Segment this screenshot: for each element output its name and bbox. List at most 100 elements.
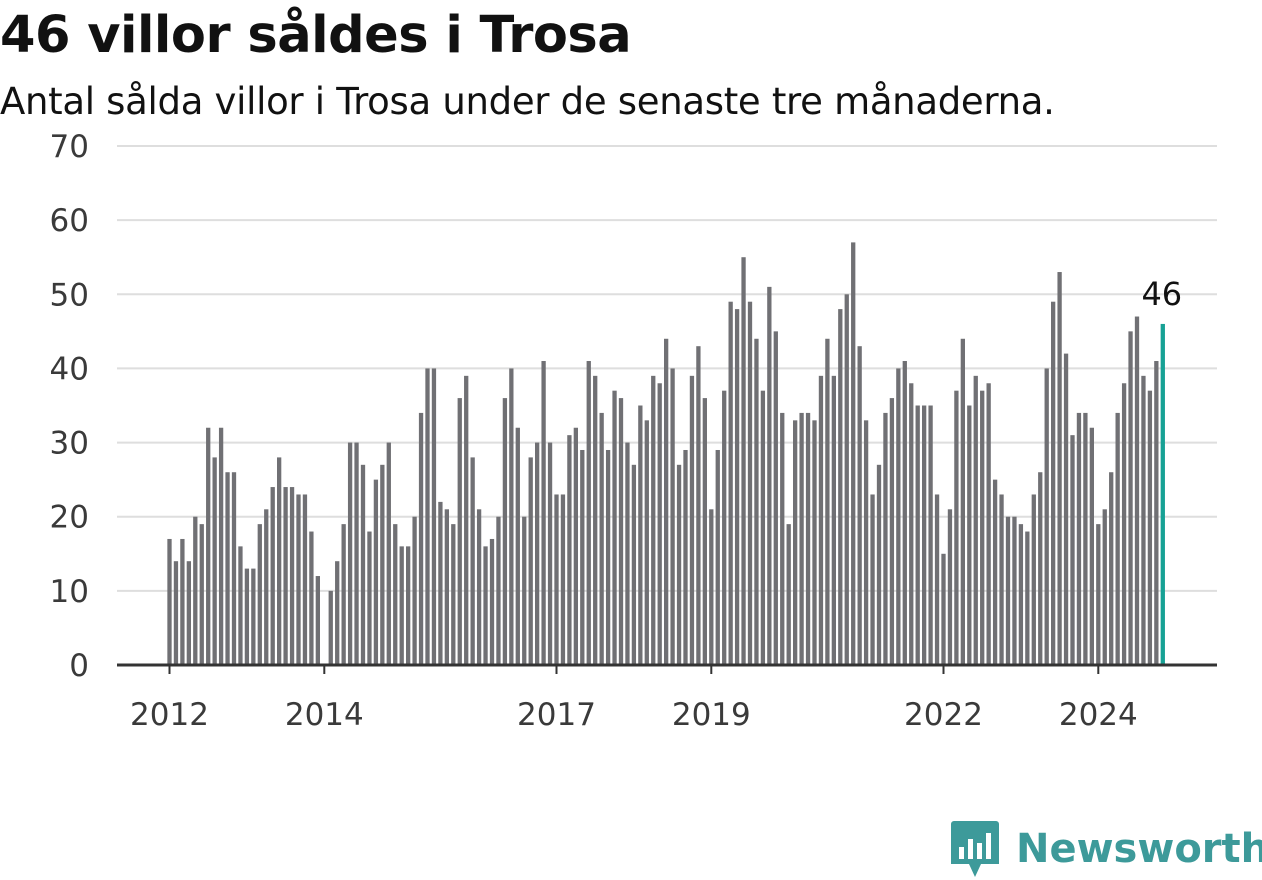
y-tick-label: 10 — [50, 574, 89, 610]
bar — [625, 442, 630, 665]
x-tick-label: 2019 — [672, 697, 751, 733]
bar — [760, 390, 766, 665]
bar — [431, 368, 437, 665]
bar — [483, 546, 488, 665]
bar — [425, 368, 430, 665]
x-axis — [117, 663, 1217, 674]
bar — [418, 412, 424, 665]
x-axis-labels: 2012 2014 2017 2019 2022 2024 — [130, 697, 1138, 733]
bar — [580, 449, 585, 665]
bar — [709, 509, 714, 665]
bar — [941, 553, 946, 665]
bar — [1031, 494, 1036, 665]
bar — [1051, 301, 1056, 665]
bar — [870, 494, 875, 665]
bar — [928, 405, 933, 665]
y-tick-label: 70 — [50, 129, 89, 165]
bar — [380, 464, 385, 665]
bar — [406, 546, 411, 665]
bar — [715, 449, 720, 665]
bar — [502, 398, 508, 665]
bar — [309, 531, 314, 665]
bar — [1109, 472, 1114, 665]
bar — [476, 509, 482, 665]
bar — [296, 494, 301, 665]
bar — [967, 405, 972, 665]
bar — [393, 524, 398, 665]
bar — [612, 390, 617, 665]
bar — [347, 442, 353, 665]
bar — [980, 390, 985, 665]
newsworthy-chart-icon — [951, 821, 999, 877]
bar — [947, 509, 953, 665]
bar — [218, 427, 224, 665]
bar — [1025, 531, 1030, 665]
bar — [838, 309, 843, 665]
bar — [373, 479, 379, 665]
highlight-value-label: 46 — [1141, 275, 1182, 313]
bar — [876, 464, 882, 665]
bar — [193, 516, 198, 665]
bar — [780, 412, 785, 665]
bar — [593, 375, 598, 665]
bar — [1063, 353, 1069, 665]
bar — [844, 294, 849, 665]
bar — [799, 412, 804, 665]
bar — [812, 420, 817, 665]
bar — [831, 375, 836, 665]
bar — [909, 383, 914, 665]
bar — [696, 346, 701, 665]
bar — [257, 524, 262, 665]
bar — [883, 412, 888, 665]
bar — [328, 590, 333, 665]
bar — [767, 286, 772, 665]
bar — [1076, 412, 1082, 665]
bar — [451, 524, 456, 665]
bar — [412, 516, 417, 665]
bar — [438, 501, 443, 665]
bar — [1096, 524, 1101, 665]
chart-title: 46 villor såldes i Trosa — [0, 6, 632, 65]
bar — [664, 338, 669, 665]
bar — [560, 494, 566, 665]
y-tick-label: 0 — [69, 648, 89, 684]
x-tick-label: 2012 — [130, 697, 209, 733]
bar — [225, 472, 230, 665]
y-tick-label: 20 — [50, 500, 89, 536]
bar — [180, 538, 185, 665]
bar — [554, 494, 559, 665]
bar — [857, 346, 862, 665]
bar — [599, 412, 604, 665]
bar — [793, 420, 798, 665]
bar — [1154, 361, 1159, 665]
x-tick-label: 2024 — [1059, 697, 1138, 733]
bar — [689, 375, 695, 665]
bar — [341, 524, 346, 665]
bar — [786, 524, 791, 665]
bar — [231, 472, 237, 665]
brand-name: Newsworthy — [1016, 826, 1262, 872]
chart-subtitle: Antal sålda villor i Trosa under de sena… — [0, 80, 1055, 123]
bar — [851, 242, 856, 665]
bar — [238, 546, 243, 665]
x-tick-label: 2014 — [285, 697, 364, 733]
bar — [489, 538, 495, 665]
bar — [283, 487, 288, 665]
bar — [470, 457, 475, 665]
bar — [367, 531, 372, 665]
y-axis-labels: 0 10 20 30 40 50 60 70 — [50, 129, 89, 684]
bar — [186, 561, 191, 665]
bar — [244, 568, 250, 665]
y-tick-label: 50 — [50, 277, 89, 313]
brand-logo: Newsworthy — [950, 818, 1262, 880]
bar — [896, 368, 901, 665]
bar — [902, 361, 907, 665]
bar — [251, 568, 256, 665]
bar — [277, 457, 282, 665]
bar-highlight — [1160, 323, 1165, 665]
bar — [773, 331, 778, 665]
bar — [1005, 516, 1011, 665]
bar — [302, 494, 308, 665]
bar — [354, 442, 359, 665]
bar — [535, 442, 540, 665]
